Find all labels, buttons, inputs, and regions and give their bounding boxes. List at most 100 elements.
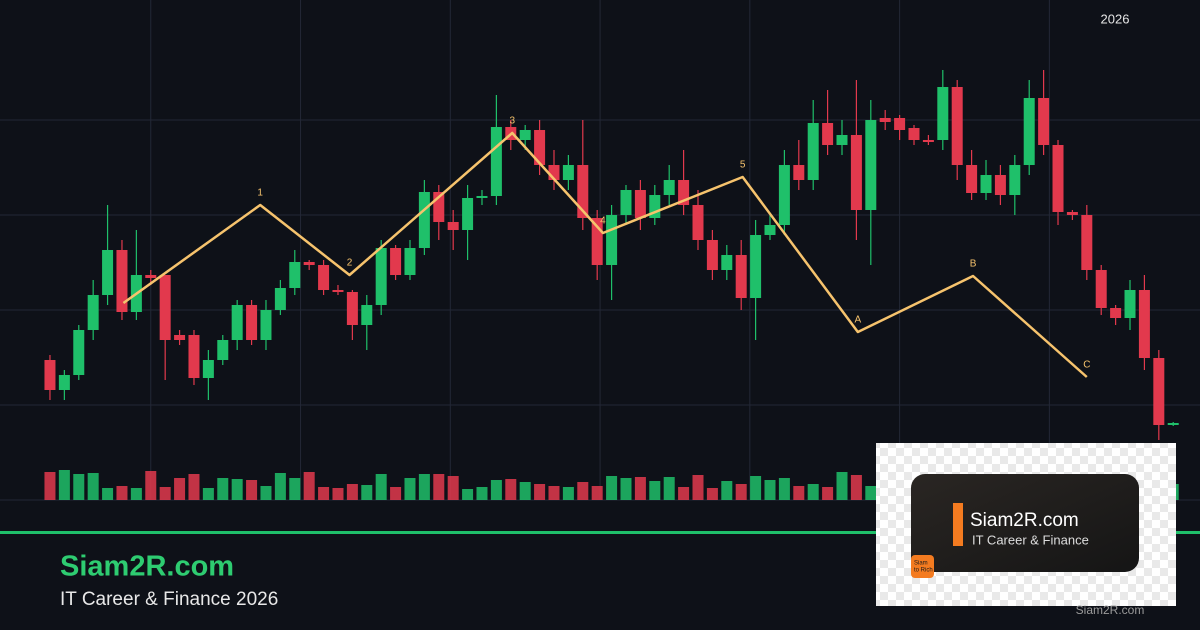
logo: Siam2R.com IT Career & Finance Siam to R… xyxy=(876,443,1176,606)
volume-bar xyxy=(246,480,258,500)
wave-label: 3 xyxy=(509,116,515,127)
volume-bar xyxy=(289,478,301,500)
volume-bar xyxy=(404,478,416,500)
candle-body xyxy=(562,165,574,180)
candle-body xyxy=(1095,270,1107,308)
candle-body xyxy=(577,165,589,218)
footer-subtitle: IT Career & Finance 2026 xyxy=(60,589,278,610)
candle-body xyxy=(332,290,344,292)
candle-body xyxy=(202,360,214,378)
volume-bar xyxy=(778,478,790,500)
volume-bar xyxy=(44,472,56,500)
wave-label: 5 xyxy=(740,160,746,171)
candle-body xyxy=(274,288,286,310)
volume-bar xyxy=(447,476,459,500)
candle-body xyxy=(174,335,186,340)
candle-body xyxy=(303,262,315,265)
volume-bar xyxy=(145,471,157,500)
candle-body xyxy=(807,123,819,180)
candle-body xyxy=(519,130,531,140)
candle-body xyxy=(1009,165,1021,195)
volume-bar xyxy=(159,487,171,500)
candle-body xyxy=(721,255,733,270)
candle-body xyxy=(289,262,301,288)
logo-icon-text: to Rich xyxy=(914,568,933,574)
watermark: Siam2R.com xyxy=(1076,603,1145,617)
candle-body xyxy=(534,130,546,165)
volume-bar xyxy=(418,474,430,500)
candle-body xyxy=(606,215,618,265)
candle-body xyxy=(87,295,99,330)
candle-body xyxy=(692,205,704,240)
volume-bar xyxy=(735,484,747,500)
candle-body xyxy=(922,140,934,142)
footer-title: Siam2R.com xyxy=(60,551,234,583)
candle-body xyxy=(418,192,430,248)
candle-body xyxy=(490,127,502,196)
candle-body xyxy=(246,305,258,340)
candle-body xyxy=(764,225,776,235)
candle-body xyxy=(1052,145,1064,212)
volume-bar xyxy=(836,472,848,500)
volume-bar xyxy=(649,481,661,500)
logo-icon-text: Siam xyxy=(914,561,928,567)
logo-bar xyxy=(953,503,963,546)
volume-bar xyxy=(346,484,358,500)
candle-body xyxy=(865,120,877,210)
candle-body xyxy=(1038,98,1050,145)
volume-bar xyxy=(490,480,502,500)
candle-body xyxy=(1110,308,1122,318)
volume-bar xyxy=(462,489,474,500)
divider xyxy=(0,531,1200,534)
candle-body xyxy=(318,265,330,290)
wave-label: 2 xyxy=(347,258,353,269)
candle-body xyxy=(706,240,718,270)
volume-bar xyxy=(202,488,214,500)
volume-bar xyxy=(591,486,603,500)
candle-body xyxy=(260,310,272,340)
candle-body xyxy=(58,375,70,390)
candle-body xyxy=(894,118,906,130)
volume-bar xyxy=(663,477,675,500)
volume-bar xyxy=(332,488,344,500)
candle-body xyxy=(361,305,373,325)
candle-body xyxy=(663,180,675,195)
volume-bar xyxy=(505,479,517,500)
volume-bar xyxy=(217,478,229,500)
volume-bar xyxy=(548,486,560,500)
wave-label: C xyxy=(1083,360,1090,371)
candle-body xyxy=(735,255,747,298)
volume-bar xyxy=(807,484,819,500)
wave-label: B xyxy=(970,259,977,270)
candle-body xyxy=(620,190,632,215)
candle-body xyxy=(390,248,402,275)
volume-bar xyxy=(577,482,589,500)
volume-bar xyxy=(476,487,488,500)
candle-body xyxy=(836,135,848,145)
x-label: 2026 xyxy=(1101,11,1130,26)
wave-label: A xyxy=(855,315,862,326)
wave-line xyxy=(122,131,1088,378)
candle-body xyxy=(778,165,790,225)
candle-body xyxy=(980,175,992,193)
candle-body xyxy=(1023,98,1035,165)
candle-body xyxy=(1153,358,1165,425)
candle-body xyxy=(649,195,661,218)
candle-body xyxy=(217,340,229,360)
volume-bar xyxy=(188,474,200,500)
volume-bar xyxy=(692,475,704,500)
wave-label: 1 xyxy=(257,188,263,199)
volume-bar xyxy=(303,472,315,500)
volume-bar xyxy=(87,473,99,500)
volume-bar xyxy=(433,474,445,500)
volume-bar xyxy=(390,487,402,500)
candle-body xyxy=(822,123,834,145)
volume-bar xyxy=(634,477,646,500)
volume-bar xyxy=(58,470,70,500)
volume-bar xyxy=(822,487,834,500)
logo-title: Siam2R.com xyxy=(970,510,1079,531)
volume-bar xyxy=(721,481,733,500)
candle-body xyxy=(879,118,891,122)
volume-bar xyxy=(116,486,128,500)
